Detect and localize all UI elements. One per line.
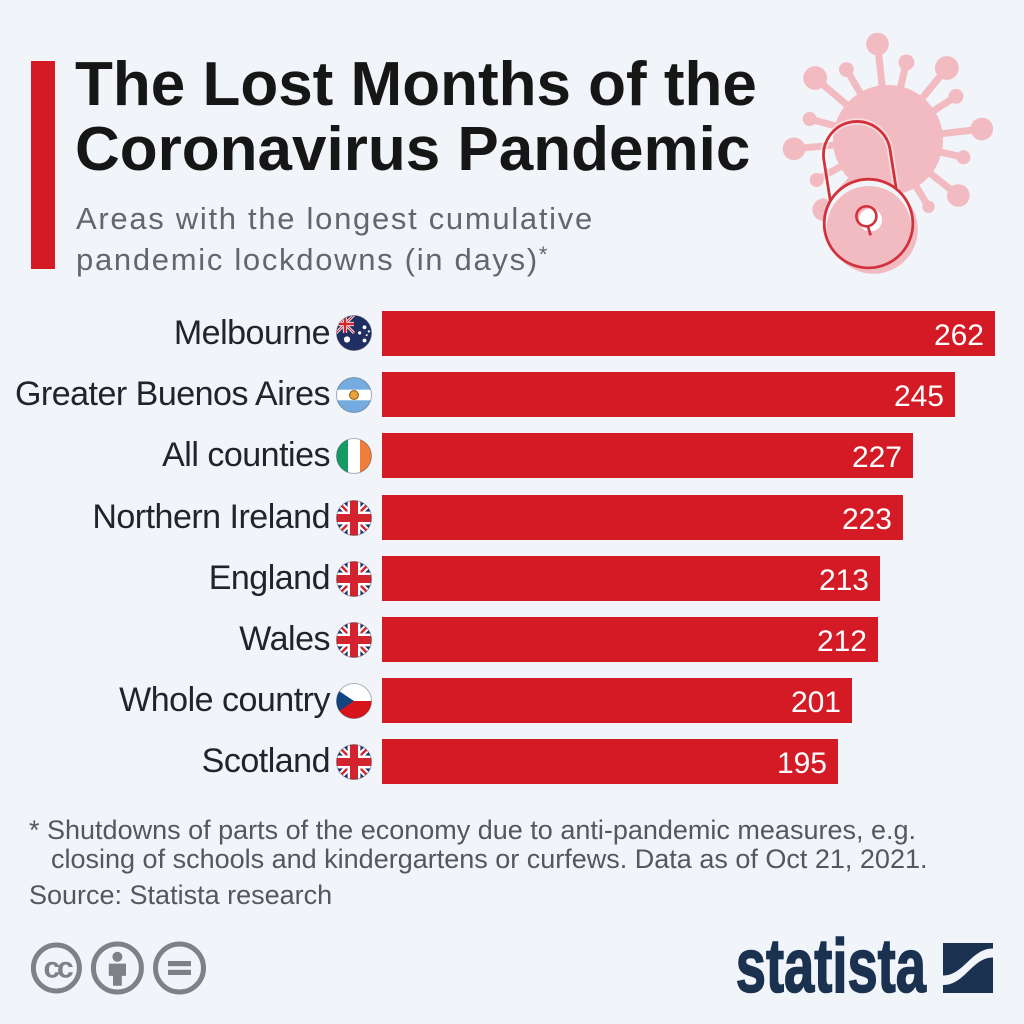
svg-text:cc: cc (44, 952, 73, 985)
